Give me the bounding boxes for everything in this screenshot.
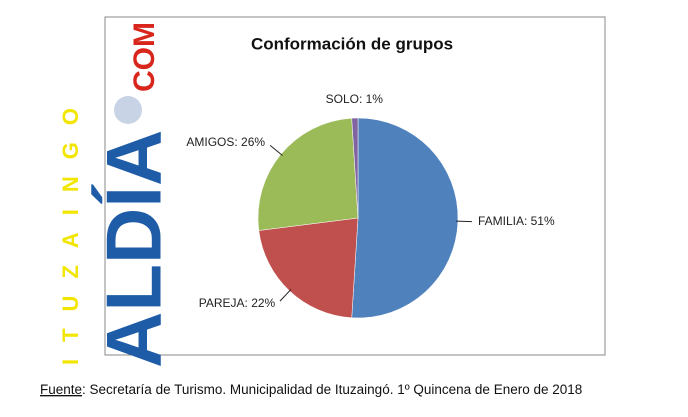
source-note: Fuente: Secretaría de Turismo. Municipal… bbox=[40, 382, 582, 397]
pie-slice bbox=[351, 117, 359, 219]
pie: FAMILIA: 51% PAREJA: 22% AMIGOS: 26% SOLO: … bbox=[186, 92, 555, 319]
leader-line bbox=[455, 220, 472, 223]
data-label: SOLO: 1% bbox=[326, 92, 384, 106]
leader-line bbox=[279, 289, 292, 302]
data-label: AMIGOS: 26% bbox=[186, 135, 265, 149]
watermark-dot bbox=[114, 96, 142, 124]
source-text: : Secretaría de Turismo. Municipalidad d… bbox=[82, 382, 582, 397]
watermark-domain: COM bbox=[128, 22, 161, 92]
leader-line bbox=[269, 144, 283, 156]
source-label: Fuente bbox=[40, 382, 82, 397]
chart-title: Conformación de grupos bbox=[251, 34, 453, 53]
watermark-brand: ALDÍA bbox=[90, 130, 178, 368]
data-label: PAREJA: 22% bbox=[199, 296, 276, 310]
data-label: FAMILIA: 51% bbox=[478, 214, 555, 228]
watermark-vertical: ITUZAINGO bbox=[58, 91, 83, 365]
